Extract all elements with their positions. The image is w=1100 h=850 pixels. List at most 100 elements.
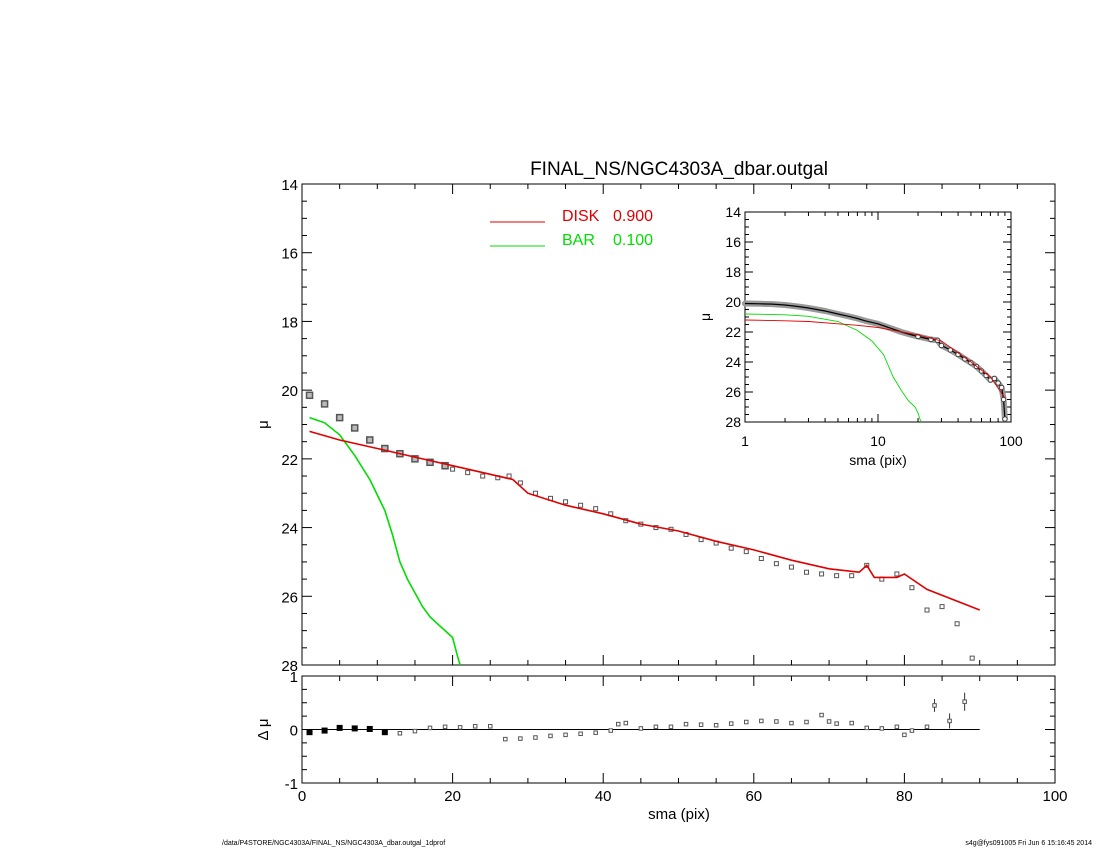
inset-ytick-label: 28 (725, 414, 741, 430)
residual-point (744, 719, 749, 725)
residual-point (932, 703, 937, 708)
legend-value-bar: 0.100 (613, 232, 653, 249)
residual-point (909, 728, 915, 733)
inset-panel: 1 10 100 14 16 18 20 22 24 26 28 sma (pix) μ (697, 204, 1023, 468)
residual-xtick-label: 100 (1042, 788, 1067, 805)
residual-point (789, 720, 794, 726)
main-ytick-label: 28 (281, 658, 298, 675)
main-y-axis-label: μ (255, 420, 272, 429)
residual-point (321, 727, 328, 734)
residual-point (683, 721, 689, 727)
residual-point (533, 735, 538, 740)
data-point (849, 573, 855, 579)
data-point (465, 470, 471, 476)
residual-point (381, 729, 388, 736)
residual-point (774, 719, 779, 724)
residual-point (306, 729, 313, 736)
residual-ytick-label: 0 (290, 723, 298, 740)
residual-point (947, 718, 952, 724)
data-point (480, 473, 486, 479)
data-point (804, 569, 810, 575)
inset-ytick-label: 14 (725, 204, 741, 220)
residual-point (336, 724, 343, 731)
bar-model-line (309, 416, 461, 666)
data-point (788, 564, 794, 570)
residual-point (593, 730, 598, 735)
residual-point (894, 724, 900, 730)
data-point (909, 585, 915, 591)
residual-point (578, 731, 583, 737)
data-point (969, 655, 975, 661)
residual-point (397, 730, 403, 736)
data-point (517, 480, 523, 486)
data-point (563, 499, 569, 505)
residual-point (826, 719, 832, 724)
data-point (593, 506, 599, 512)
inset-ytick-label: 24 (725, 354, 741, 370)
residual-xtick-label: 20 (444, 788, 461, 805)
data-point (954, 621, 960, 627)
residual-point (457, 725, 463, 730)
legend-label-bar: BAR (562, 232, 595, 249)
residual-point (616, 721, 621, 727)
data-point (411, 455, 419, 463)
data-point (441, 461, 449, 470)
inset-ytick-label: 22 (725, 324, 741, 340)
data-point (773, 561, 779, 567)
data-point (758, 555, 764, 561)
residual-point (623, 720, 629, 726)
residual-point (548, 733, 553, 739)
data-point (305, 391, 314, 400)
data-point (578, 502, 584, 508)
residual-point (819, 712, 824, 718)
residual-point (608, 728, 613, 733)
main-ytick-label: 18 (281, 314, 298, 331)
residual-point (834, 721, 839, 726)
residual-xtick-label: 60 (745, 788, 762, 805)
residual-xtick-label: 40 (595, 788, 612, 805)
main-panel: 14 16 18 20 22 24 26 28 μ (255, 177, 1056, 675)
inset-y-axis-label: μ (697, 313, 713, 321)
residual-point (879, 726, 885, 731)
residual-ytick-label: 1 (290, 669, 298, 686)
legend-label-disk: DISK (562, 208, 600, 225)
data-point (834, 573, 840, 579)
residual-point (412, 728, 418, 734)
legend-value-disk: 0.900 (613, 208, 653, 225)
data-point (450, 466, 456, 472)
residual-point (563, 732, 568, 738)
inset-data-point (991, 375, 997, 382)
legend: DISK 0.900 BAR 0.100 (490, 208, 653, 249)
inset-xtick-label: 10 (870, 433, 886, 449)
residual-point (924, 724, 930, 730)
footer-timestamp: s4g@fys091005 Fri Jun 6 15:16:45 2014 (965, 840, 1092, 847)
data-point (366, 436, 374, 444)
chart-title: FINAL_NS/NGC4303A_dbar.outgal (530, 159, 828, 180)
data-point (426, 458, 434, 467)
inset-x-axis-label: sma (pix) (849, 452, 907, 468)
inset-ytick-label: 16 (725, 234, 741, 250)
residual-point (638, 726, 644, 731)
residual-y-axis-label: Δ μ (255, 718, 272, 740)
residual-point (864, 725, 869, 731)
data-point (939, 604, 945, 610)
inset-frame (744, 211, 1012, 423)
data-point (320, 400, 329, 408)
inset-data-point (978, 368, 985, 374)
inset-ytick-label: 20 (725, 294, 741, 310)
residual-point (668, 724, 674, 730)
data-point (728, 545, 734, 551)
residual-point (653, 724, 659, 730)
data-point (381, 444, 389, 453)
footer-path: /data/P4STORE/NGC4303A/FINAL_NS/NGC4303A… (222, 840, 446, 847)
data-point (894, 571, 900, 577)
inset-disk-model-line (744, 319, 1006, 399)
inset-data-point (1002, 416, 1008, 422)
residual-point (698, 722, 704, 727)
residual-point (472, 724, 478, 729)
residual-xtick-label: 0 (298, 788, 306, 805)
main-ytick-label: 14 (281, 177, 298, 194)
inset-data-point (938, 342, 945, 349)
data-point (350, 424, 359, 432)
